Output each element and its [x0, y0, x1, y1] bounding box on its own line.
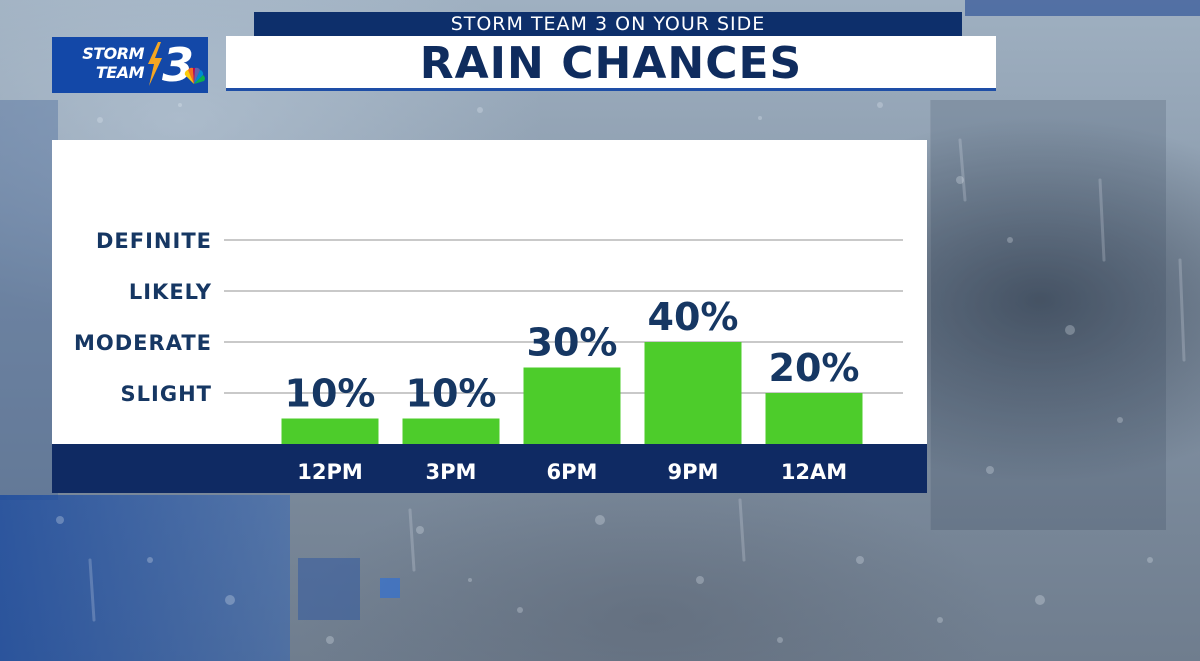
value-label: 10%	[406, 372, 497, 416]
bar-12pm	[281, 418, 379, 444]
category-label: 12PM	[297, 460, 363, 484]
value-label: 40%	[648, 295, 739, 339]
logo-text-line2: TEAM	[95, 63, 145, 82]
value-label: 10%	[285, 372, 376, 416]
bar-3pm	[402, 418, 500, 444]
title-underline	[226, 88, 996, 91]
chart-category-bar	[52, 444, 927, 493]
background-small-square	[380, 578, 400, 598]
bar-6pm	[523, 367, 621, 444]
tagline-bar: STORM TEAM 3 ON YOUR SIDE	[254, 12, 962, 36]
value-label: 30%	[527, 321, 618, 365]
category-label: 3PM	[426, 460, 477, 484]
logo-channel-number: 3	[162, 38, 195, 92]
bar-9pm	[644, 342, 742, 444]
y-level-label: LIKELY	[129, 280, 212, 304]
background-blue-block	[0, 495, 290, 661]
category-label: 12AM	[781, 460, 847, 484]
category-label: 6PM	[547, 460, 598, 484]
page-title: RAIN CHANCES	[226, 36, 996, 91]
y-level-label: DEFINITE	[96, 229, 212, 253]
y-level-label: MODERATE	[74, 331, 212, 355]
logo-wordmark: STORM TEAM	[58, 44, 144, 82]
value-label: 20%	[769, 346, 860, 390]
category-label: 9PM	[668, 460, 719, 484]
logo-text-line1: STORM	[82, 44, 144, 63]
background-top-right-bar	[965, 0, 1200, 16]
background-blue-strip	[0, 100, 58, 500]
bar-12am	[765, 393, 863, 444]
background-right-panel	[930, 100, 1166, 530]
nbc-peacock-icon	[184, 67, 205, 84]
lightning-bolt-icon	[148, 42, 162, 86]
background-blue-square	[298, 558, 360, 620]
storm-team-3-logo: STORM TEAM 3	[52, 37, 208, 93]
y-level-label: SLIGHT	[121, 382, 212, 406]
